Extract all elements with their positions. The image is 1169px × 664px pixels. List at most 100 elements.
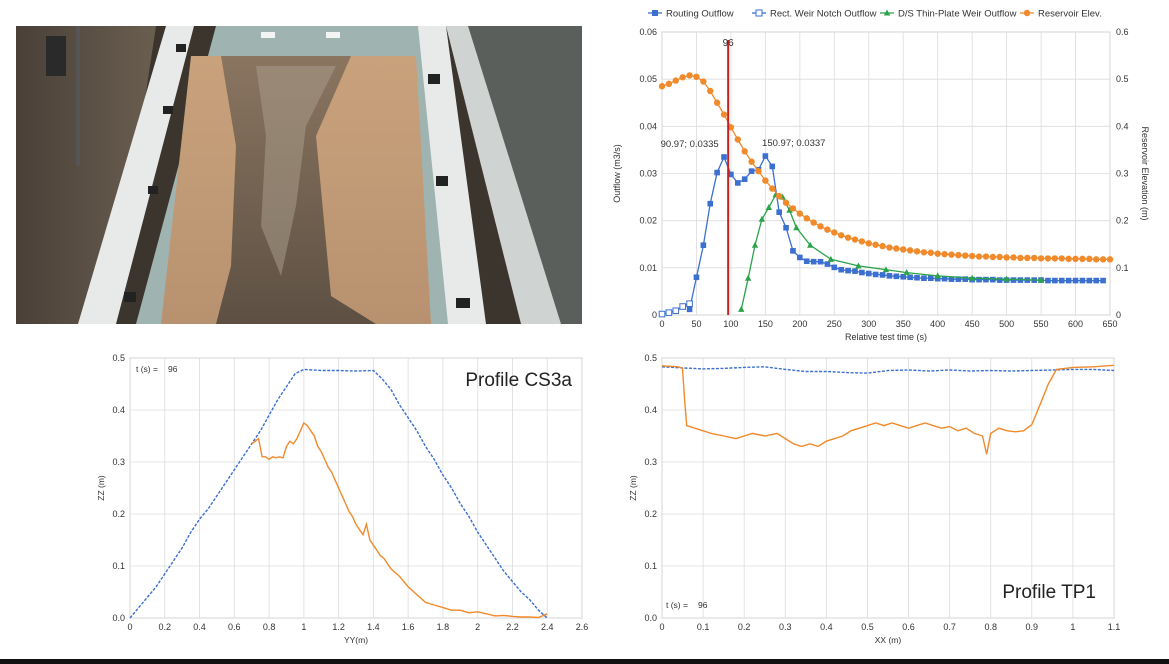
data-point [793,224,800,231]
x-tick-label: 1.4 [367,622,380,632]
data-point [665,309,673,316]
x-tick-label: 1 [301,622,306,632]
data-point [858,238,866,245]
data-point [679,74,686,81]
data-point [921,275,927,282]
y-tick-label: 0.06 [639,27,657,37]
data-point [900,273,907,280]
data-point [727,124,735,131]
y-axis-label: Outflow (m3/s) [612,144,622,203]
data-point [741,176,748,182]
current-profile-line [251,421,548,619]
data-point [700,242,707,248]
y-tick-label: 0.1 [112,561,125,571]
data-point [824,261,831,267]
data-point [872,241,879,248]
data-point [1065,277,1072,284]
data-point [762,177,769,184]
series-line [740,193,1042,310]
data-point [879,272,886,278]
x-tick-label: 650 [1102,319,1117,329]
data-point [903,269,910,276]
x-tick-label: 500 [999,319,1014,329]
data-point [982,253,990,260]
data-point [824,226,831,233]
data-point [1099,256,1107,263]
data-point [672,77,679,84]
x-tick-label: 0 [659,319,664,329]
y-tick-label: 0.02 [639,216,657,226]
time-label: t (s) = [666,600,688,610]
data-point [989,253,997,261]
profile-cs3a-chart: 0 0.2 0.4 0.6 0.8 1 1.2 1.4 1.6 1.8 2 2.2 2.4 2.6 0.0 0… [96,353,588,645]
data-point [700,78,707,85]
x-axis-label: Relative test time (s) [845,332,927,342]
y-tick-label: 0.3 [644,457,657,467]
x-tick-label: 250 [827,319,842,329]
data-point [920,249,928,256]
data-point [838,232,845,239]
data-point [796,210,804,217]
data-point [817,223,824,230]
annotation-label: 90.97; 0.0335 [661,139,719,150]
legend-label: D/S Thin-Plate Weir Outflow [898,9,1017,20]
plot-area [129,357,583,619]
x-tick-label: 50 [691,319,701,329]
data-point [927,249,934,256]
data-point [1106,256,1114,263]
flume-photo-icon [16,26,582,324]
profile-title: Profile CS3a [465,370,572,391]
data-point [803,258,810,265]
data-point [693,73,700,81]
data-point [882,266,890,273]
x-tick-label: 0.8 [263,622,276,632]
data-point [810,219,817,226]
x-tick-label: 0.3 [779,622,792,632]
data-point [686,306,693,313]
data-point [1030,254,1038,262]
data-point [893,273,900,280]
data-point [913,248,921,255]
initial-profile-line [129,368,548,619]
data-point [855,262,862,269]
y-tick-label: 0.5 [112,353,125,363]
x-tick-label: 0 [127,622,132,632]
data-point [797,254,803,261]
x-tick-label: 2 [475,622,480,632]
data-point [665,80,673,88]
y-tick-label: 0.0 [112,613,125,623]
time-label: t (s) = [136,364,158,374]
x-tick-label: 600 [1068,319,1083,329]
data-point [1072,255,1079,263]
y-tick-label: 0.2 [112,509,125,519]
data-point [1052,277,1058,284]
x-tick-label: 2.2 [506,622,519,632]
x-tick-label: 1.6 [402,622,415,632]
data-point [934,272,941,279]
y-tick-label: 0.01 [639,263,657,273]
data-point [1079,255,1086,263]
data-point [1100,277,1106,284]
data-point [968,274,976,281]
data-point [734,136,742,143]
data-point [1093,277,1100,284]
data-point [782,199,790,206]
y-tick-label: 0.1 [644,561,657,571]
data-point [851,236,859,243]
data-point [658,310,666,318]
current-profile-line [661,364,1115,455]
x-tick-label: 200 [792,319,807,329]
data-point [738,305,745,312]
data-point [806,241,814,248]
y2-tick-label: 0 [1116,310,1121,320]
data-point [758,215,766,222]
x-tick-label: 2.4 [541,622,554,632]
data-point [1037,255,1045,262]
data-point [1086,255,1093,263]
time-value: 96 [698,600,708,610]
annotation-label: 150.97; 0.0337 [762,138,825,149]
x-tick-label: 1.2 [332,622,345,632]
data-point [962,276,969,282]
x-tick-label: 0.2 [738,622,751,632]
data-point [941,250,948,258]
